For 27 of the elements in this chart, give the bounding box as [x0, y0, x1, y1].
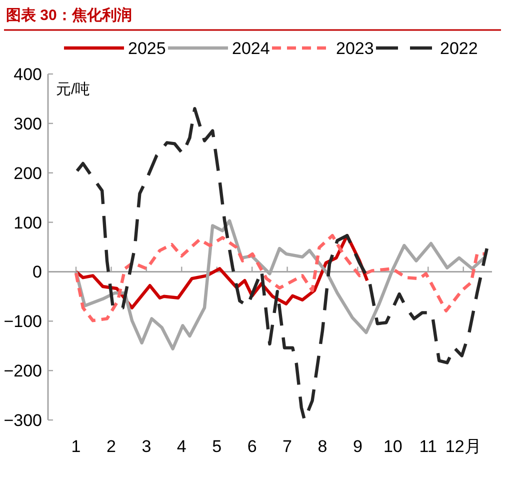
x-tick-label: 5 [212, 437, 222, 456]
x-tick-label: 2 [106, 437, 116, 456]
y-tick-label: 400 [14, 65, 42, 84]
y-tick-label: −200 [4, 362, 42, 381]
legend-label: 2025 [128, 39, 166, 58]
y-tick-label: −100 [4, 312, 42, 332]
chart-title: 图表 30：焦化利润 [6, 6, 132, 24]
x-tick-label: 12月 [445, 437, 482, 456]
x-tick-label: 7 [282, 437, 292, 456]
line-series [74, 234, 488, 322]
x-tick-label: 10 [383, 437, 402, 456]
x-tick-label: 1 [71, 437, 81, 456]
y-tick-label: −300 [4, 411, 42, 430]
x-tick-label: 11 [419, 437, 437, 456]
y-tick-label: 0 [32, 262, 42, 282]
x-tick-label: 4 [176, 437, 186, 456]
legend-label: 2022 [440, 39, 478, 58]
y-tick-label: 200 [14, 164, 42, 183]
x-tick-label: 8 [318, 437, 328, 456]
legend-label: 2024 [232, 39, 270, 58]
y-axis-title: 元/吨 [56, 81, 90, 98]
x-tick-label: 3 [142, 437, 152, 456]
y-tick-label: 300 [14, 114, 42, 134]
y-tick-label: 100 [14, 213, 42, 232]
x-tick-label: 6 [247, 437, 257, 456]
legend-label: 2023 [336, 39, 374, 58]
x-tick-label: 9 [352, 437, 362, 456]
